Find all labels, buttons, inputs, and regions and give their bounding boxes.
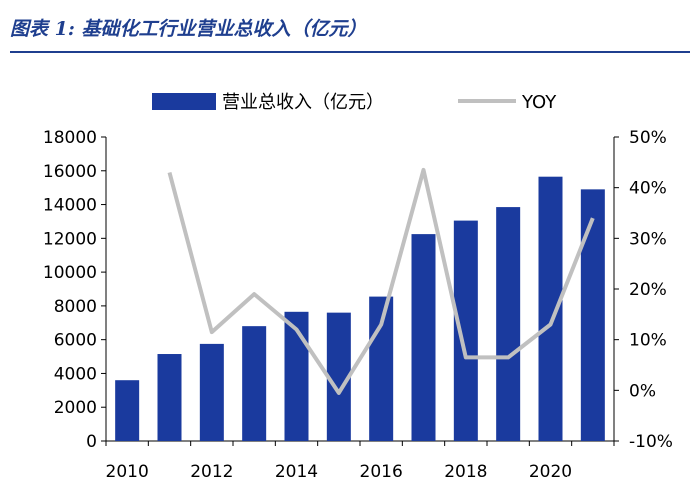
watermark: 头条 @未来智库	[560, 469, 662, 492]
figure-title: 图表 1: 基础化工行业营业总收入（亿元）	[10, 18, 367, 40]
left-axis-tick-label: 6000	[54, 331, 97, 351]
title-rule	[10, 51, 690, 53]
left-axis-tick-label: 10000	[43, 263, 97, 283]
right-axis: -10% 0% 10% 20% 30% 40% 50%	[613, 128, 673, 452]
left-axis: 0 2000 4000 6000 8000 10000 12000 14000 16000 180…	[43, 128, 107, 452]
left-axis-tick-label: 0	[86, 432, 97, 452]
legend-line-label: YOY	[521, 92, 557, 113]
right-axis-tick-label: 20%	[629, 280, 667, 300]
revenue-bar	[199, 343, 224, 441]
x-axis-tick-label: 2020	[529, 462, 572, 482]
right-axis-tick-label: 30%	[629, 229, 667, 249]
right-axis-tick-label: -10%	[629, 432, 673, 452]
x-axis: 2010 2012 2014 2016 2018 2020	[105, 440, 615, 482]
revenue-bar	[538, 176, 563, 441]
revenue-bar	[580, 189, 605, 441]
left-axis-tick-label: 18000	[43, 128, 97, 148]
left-axis-tick-label: 4000	[54, 364, 97, 384]
left-axis-tick-label: 14000	[43, 196, 97, 216]
x-axis-tick-label: 2014	[275, 462, 318, 482]
legend-bar-swatch	[152, 93, 216, 110]
watermark-icon	[571, 469, 589, 487]
revenue-bar	[284, 311, 309, 441]
x-axis-tick-label: 2016	[360, 462, 403, 482]
watermark-text: 头条 @未来智库	[560, 475, 662, 492]
legend: 营业总收入（亿元） YOY	[152, 92, 557, 113]
revenue-bar	[453, 220, 478, 441]
right-axis-tick-label: 40%	[629, 179, 667, 199]
x-axis-tick-label: 2010	[106, 462, 149, 482]
revenue-bar	[242, 326, 267, 441]
revenue-bar	[157, 354, 182, 441]
right-axis-tick-label: 10%	[629, 331, 667, 351]
revenue-bar	[496, 207, 521, 441]
bar-series	[115, 176, 605, 441]
right-axis-tick-label: 50%	[629, 128, 667, 148]
right-axis-tick-label: 0%	[629, 381, 656, 401]
left-axis-tick-label: 12000	[43, 229, 97, 249]
left-axis-tick-label: 2000	[54, 398, 97, 418]
revenue-bar	[411, 234, 436, 441]
left-axis-tick-label: 16000	[43, 162, 97, 182]
x-axis-tick-label: 2012	[190, 462, 233, 482]
yoy-line-series	[167, 167, 595, 395]
revenue-bar	[115, 380, 140, 441]
x-axis-tick-label: 2018	[444, 462, 487, 482]
legend-bar-label: 营业总收入（亿元）	[222, 92, 384, 113]
left-axis-tick-label: 8000	[54, 297, 97, 317]
